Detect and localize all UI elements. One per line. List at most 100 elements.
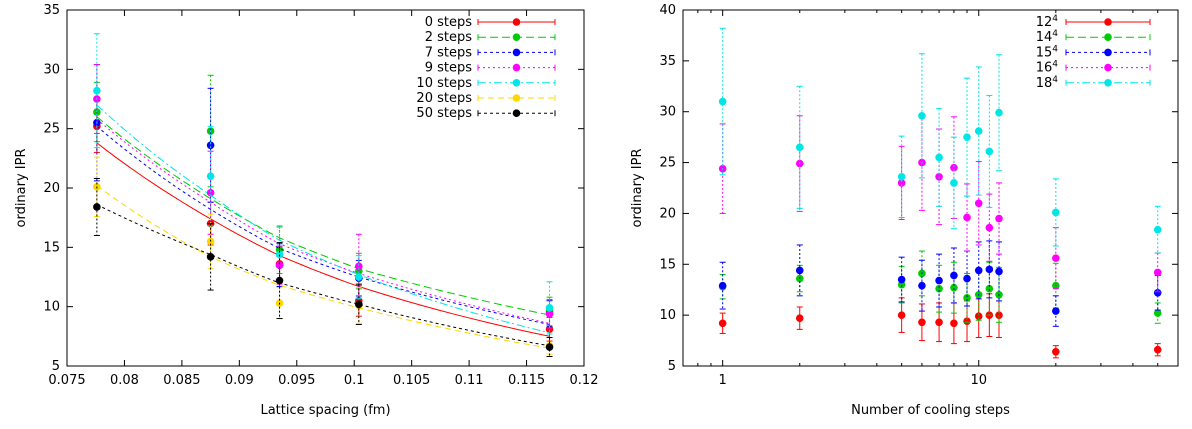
data-point [355, 262, 363, 271]
y-tick-label: 10 [43, 300, 60, 315]
legend-marker [512, 94, 521, 102]
data-point [795, 143, 804, 152]
y-tick-label: 35 [659, 54, 676, 69]
data-point [545, 343, 554, 351]
chart-2: 5 10 15 20 25 30 35 40 1 10 Number of cooling step… [630, 3, 1179, 418]
y-tick-label: 25 [43, 122, 60, 137]
data-point [935, 284, 943, 293]
series-7 [93, 178, 554, 358]
data-point [1153, 309, 1162, 317]
y-tick-label: 30 [43, 62, 60, 77]
x-tick-label: 0.075 [48, 373, 85, 388]
legend-label: 124 [1036, 14, 1059, 30]
series-3 [93, 64, 554, 328]
x-tick-label: 10 [970, 373, 987, 388]
data-point [795, 314, 804, 322]
x-tick-label: 0.115 [508, 373, 545, 388]
legend-label: 20 steps [416, 91, 472, 106]
fit-curve [96, 116, 550, 316]
data-point [206, 253, 215, 261]
y-tick-label: 25 [659, 156, 676, 171]
legend-marker [512, 48, 521, 57]
fit-curve [96, 125, 550, 325]
data-point [974, 266, 983, 275]
plot-frame [66, 9, 585, 367]
y-tick-label: 40 [659, 3, 676, 18]
data-point [897, 311, 906, 319]
data-point [1052, 347, 1060, 356]
legend-marker [1104, 33, 1112, 41]
data-point [963, 317, 971, 326]
data-point [355, 273, 363, 281]
y-tick-label: 10 [659, 308, 676, 323]
data-point [950, 179, 958, 187]
legend-marker [1104, 48, 1112, 57]
legend-marker [512, 63, 521, 72]
y-axis-label: ordinary IPR [14, 148, 29, 227]
y-tick-label: 5 [52, 359, 60, 374]
data-point [985, 147, 994, 156]
data-point [718, 97, 727, 106]
data-point [950, 283, 958, 292]
data-point [935, 318, 943, 327]
x-tick-label: 0.11 [455, 373, 484, 388]
legend-label: 7 steps [425, 45, 473, 60]
x-tick-label: 0.085 [163, 373, 200, 388]
data-point [950, 163, 958, 172]
legend-label: 9 steps [425, 61, 473, 76]
data-point [963, 213, 971, 222]
legend-marker [1104, 63, 1112, 72]
x-tick-label: 0.12 [570, 373, 599, 388]
x-axis-label: Lattice spacing (fm) [260, 403, 390, 418]
data-point [995, 214, 1003, 223]
data-point [985, 284, 994, 293]
y-tick-label: 20 [659, 206, 676, 221]
x-tick-label: 1 [719, 373, 727, 388]
series-3 [718, 240, 1162, 327]
data-point [963, 294, 971, 302]
legend-label: 10 steps [416, 76, 472, 91]
data-point [1052, 254, 1060, 262]
data-point [206, 188, 215, 197]
data-point [974, 312, 983, 320]
series-2 [718, 250, 1162, 324]
data-point [950, 271, 958, 280]
data-point [985, 265, 994, 274]
data-point [897, 275, 906, 284]
data-point [1052, 307, 1060, 315]
data-point [974, 199, 983, 208]
data-point [995, 311, 1003, 319]
legend-label: 144 [1036, 29, 1059, 45]
data-point [918, 318, 926, 327]
y-tick-label: 15 [659, 257, 676, 272]
y-tick-label: 30 [659, 105, 676, 120]
data-point [935, 276, 943, 285]
data-point [93, 108, 101, 116]
y-axis-label: ordinary IPR [630, 148, 645, 227]
legend-label: 50 steps [416, 106, 472, 121]
y-tick-label: 35 [43, 3, 60, 18]
y-tick-label: 20 [43, 181, 60, 196]
data-point [935, 153, 943, 162]
data-point [718, 281, 727, 290]
x-tick-label: 0.08 [110, 373, 139, 388]
legend-marker [512, 33, 521, 41]
data-point [995, 267, 1003, 276]
x-tick-label: 0.1 [344, 373, 365, 388]
series-1 [93, 99, 554, 342]
data-point [950, 319, 958, 328]
data-point [1153, 345, 1162, 354]
legend-label: 164 [1036, 60, 1059, 76]
data-point [918, 281, 926, 290]
data-point [275, 276, 284, 285]
y-tick-label: 5 [668, 359, 676, 374]
legend-marker [1104, 79, 1112, 87]
data-point [795, 266, 804, 275]
data-point [963, 133, 971, 141]
series-5 [718, 27, 1162, 254]
data-point [1153, 288, 1162, 297]
legend-label: 0 steps [425, 15, 473, 30]
